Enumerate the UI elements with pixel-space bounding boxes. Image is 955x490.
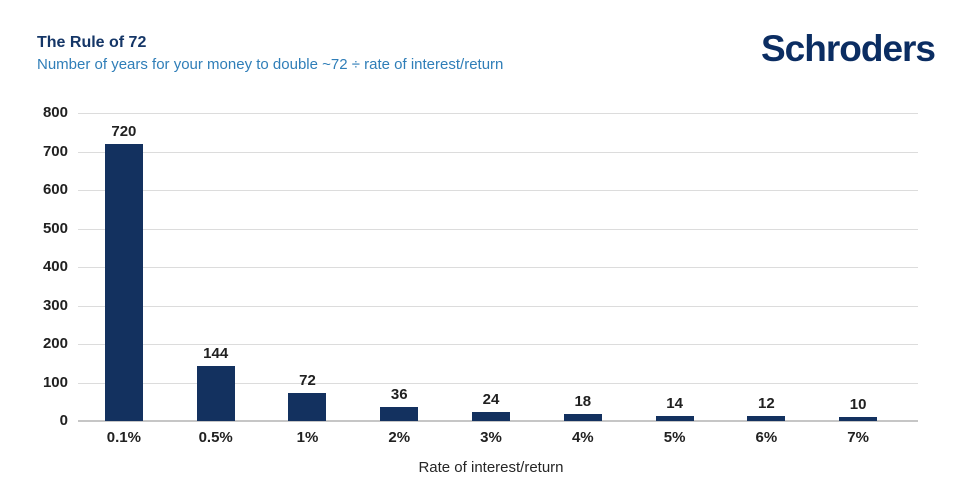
bar-series: 720 144 72 36 24 18 14 12 10 — [78, 113, 904, 421]
bar-group-2%: 36 — [353, 113, 445, 421]
bar-group-6%: 12 — [720, 113, 812, 421]
x-tick-4%: 4% — [571, 429, 594, 446]
x-tick-6%: 6% — [755, 429, 778, 446]
y-tick-400: 400 — [42, 258, 68, 275]
x-tick-7%: 7% — [847, 429, 869, 446]
bar-value-label: 14 — [666, 395, 683, 412]
gridline-400 — [78, 267, 918, 268]
x-tick-1%: 1% — [296, 429, 319, 446]
y-axis-tick-labels: 0 100 200 300 400 500 600 700 800 — [0, 104, 68, 429]
chart-subtitle: Number of years for your money to double… — [37, 56, 504, 73]
bar-group-1%: 72 — [262, 113, 354, 421]
bar-value-label: 720 — [111, 123, 137, 140]
x-tick-2%: 2% — [388, 429, 411, 446]
bar-value-label: 24 — [482, 391, 500, 408]
x-tick-5%: 5% — [663, 429, 686, 446]
x-axis-title: Rate of interest/return — [418, 459, 564, 476]
x-axis-tick-labels: 0.1% 0.5% 1% 2% 3% 4% 5% 6% 7% — [78, 429, 904, 446]
bar — [104, 144, 143, 421]
gridline-600 — [78, 190, 918, 191]
gridline-100 — [78, 382, 918, 384]
chart-title: The Rule of 72 — [37, 34, 147, 51]
bar-group-0.5%: 144 — [170, 113, 262, 421]
bar — [472, 412, 511, 421]
y-tick-600: 600 — [42, 181, 68, 198]
x-tick-3%: 3% — [480, 429, 502, 446]
x-tick-0.5%: 0.5% — [198, 429, 233, 446]
gridline-800 — [78, 113, 918, 114]
y-tick-500: 500 — [42, 219, 68, 237]
bar-value-label: 144 — [203, 345, 229, 362]
bar-value-label: 12 — [758, 395, 775, 412]
gridline-300 — [78, 305, 918, 307]
bar — [288, 393, 327, 421]
y-tick-100: 100 — [42, 373, 68, 391]
bar — [380, 407, 419, 421]
bar — [655, 416, 694, 421]
bar-value-label: 18 — [574, 393, 592, 410]
bar — [747, 416, 786, 421]
bar-value-label: 36 — [390, 386, 408, 403]
gridline-0 — [78, 420, 918, 422]
bar-value-label: 72 — [299, 372, 316, 389]
bar-group-3%: 24 — [445, 113, 537, 421]
bar-group-5%: 14 — [629, 113, 721, 421]
gridline-700 — [78, 151, 918, 153]
gridlines — [78, 113, 918, 422]
y-tick-0: 0 — [59, 412, 68, 429]
x-tick-0.1%: 0.1% — [106, 429, 141, 446]
chart-header: The Rule of 72 Number of years for your … — [37, 33, 503, 75]
gridline-200 — [78, 344, 918, 345]
gridline-500 — [78, 228, 918, 230]
y-tick-300: 300 — [42, 296, 68, 314]
bar-group-4%: 18 — [537, 113, 629, 421]
schroders-logo: Schroders — [760, 28, 936, 69]
bar — [839, 417, 878, 421]
y-tick-200: 200 — [42, 335, 68, 352]
y-tick-800: 800 — [42, 104, 68, 121]
bar-group-7%: 10 — [812, 113, 904, 421]
bar-value-label: 10 — [849, 396, 867, 413]
bar — [563, 414, 602, 421]
bar — [196, 366, 235, 421]
y-tick-700: 700 — [42, 142, 68, 160]
bar-group-0.1%: 720 — [78, 113, 170, 421]
